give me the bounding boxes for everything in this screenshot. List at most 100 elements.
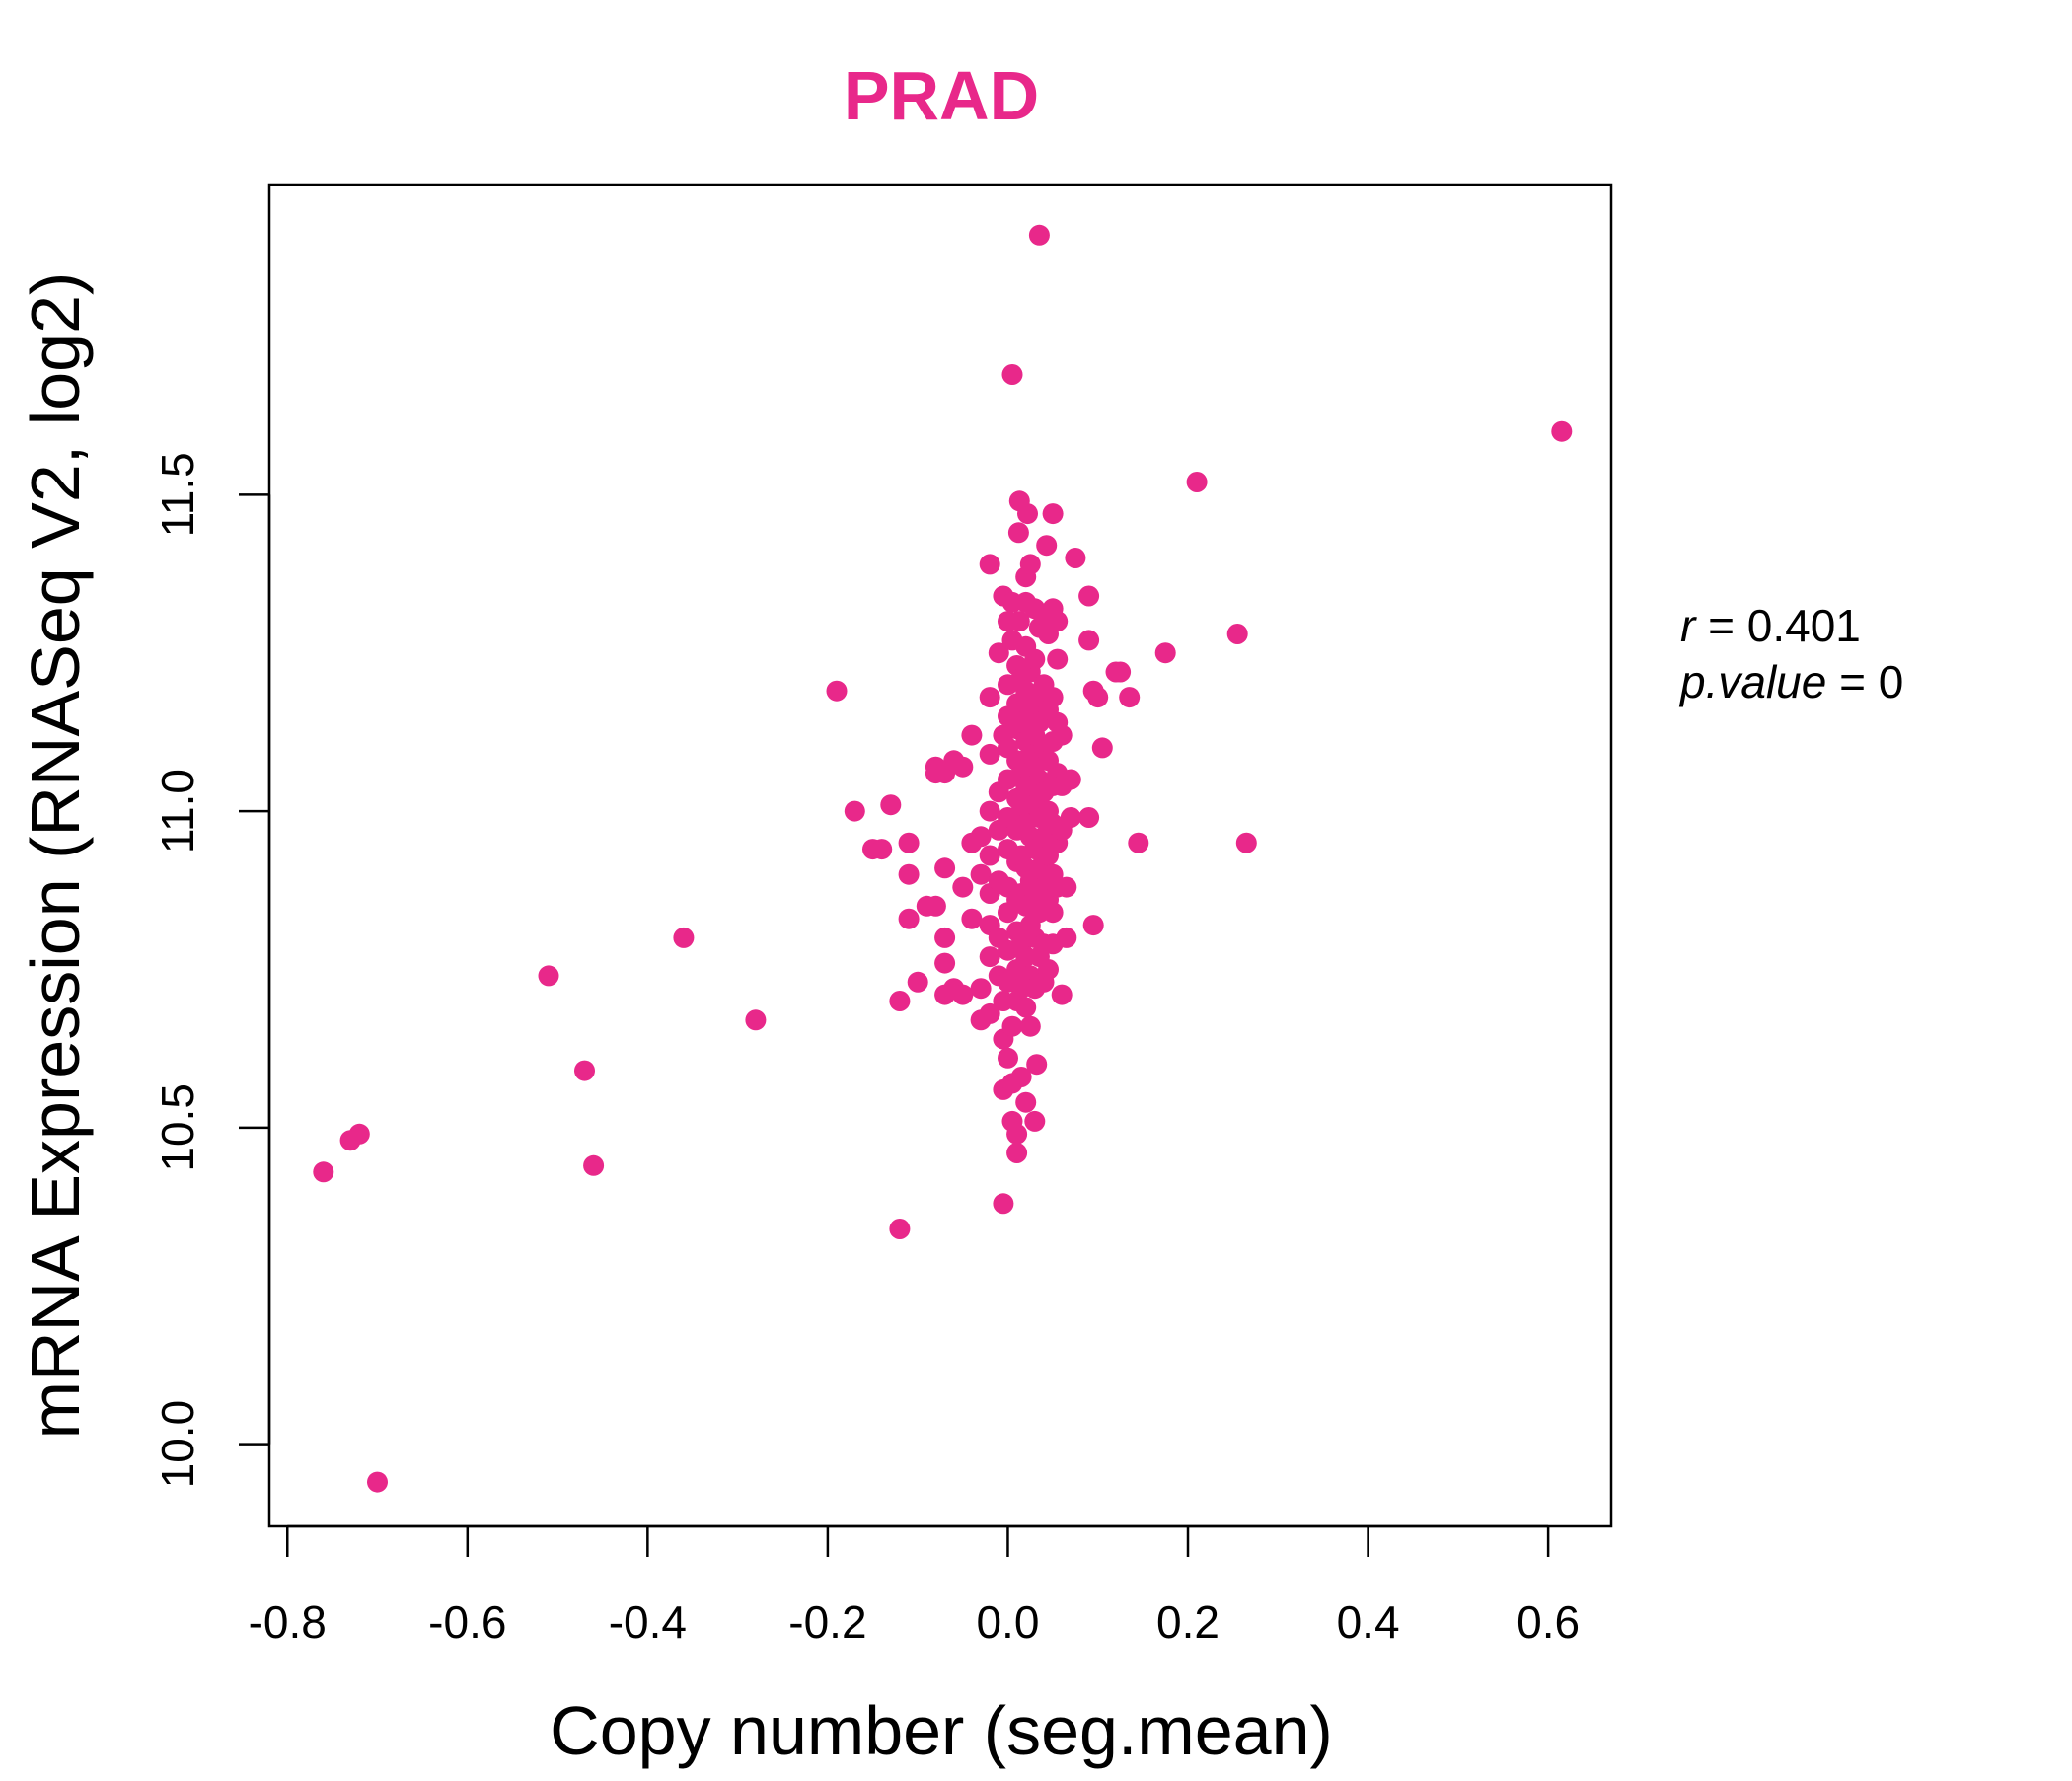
data-point <box>1186 472 1208 492</box>
data-point <box>952 756 974 778</box>
x-tick-label: 0.4 <box>1337 1596 1400 1648</box>
x-tick-label: 0.6 <box>1517 1596 1580 1648</box>
y-tick-label: 11.5 <box>152 452 203 537</box>
data-point <box>1128 832 1149 853</box>
y-tick-label: 10.5 <box>152 1083 203 1172</box>
data-point <box>1047 648 1069 670</box>
y-axis: 10.0 10.5 11.0 11.5 <box>152 452 271 1489</box>
data-point <box>934 857 956 879</box>
data-point <box>898 832 920 853</box>
data-point <box>998 1047 1018 1069</box>
data-point <box>952 876 974 898</box>
data-point <box>1154 642 1176 664</box>
data-point <box>970 826 992 848</box>
data-point <box>889 1219 911 1239</box>
y-tick-label: 11.0 <box>152 769 203 853</box>
data-point <box>673 927 695 948</box>
data-point <box>1060 769 1081 790</box>
data-point <box>871 839 893 860</box>
data-point <box>1551 420 1573 442</box>
data-point <box>1087 687 1109 708</box>
data-point <box>574 1060 595 1081</box>
data-point <box>1028 224 1050 246</box>
data-point <box>1007 522 1029 544</box>
x-tick-label: -0.2 <box>788 1596 866 1648</box>
data-point <box>898 908 920 929</box>
y-tick-label: 10.0 <box>152 1400 203 1489</box>
chart-title: PRAD <box>844 57 1039 134</box>
data-point <box>1042 503 1064 525</box>
data-point <box>538 965 559 987</box>
data-point <box>1119 687 1141 708</box>
data-point <box>1010 1067 1032 1087</box>
x-tick-label: -0.8 <box>249 1596 327 1648</box>
data-point <box>826 680 848 702</box>
data-point <box>1078 585 1100 607</box>
data-point <box>1078 807 1100 828</box>
data-point <box>952 984 974 1005</box>
x-tick-label: -0.6 <box>428 1596 506 1648</box>
data-point <box>1017 503 1038 525</box>
data-point <box>583 1154 605 1176</box>
data-point <box>979 687 1000 708</box>
data-point <box>1019 554 1041 575</box>
correlation-value: 0.401 <box>1747 600 1861 651</box>
data-point <box>961 908 983 929</box>
p-value-stat: p.value = 0 <box>1678 656 1903 707</box>
data-point <box>1065 548 1086 568</box>
data-point <box>979 946 1000 968</box>
x-axis: -0.8 -0.6 -0.4 -0.2 0.0 0.2 0.4 0.6 <box>249 1524 1580 1648</box>
data-point <box>979 800 1000 822</box>
data-point <box>1051 984 1073 1005</box>
data-point <box>1015 1091 1037 1113</box>
data-point <box>1019 1015 1041 1037</box>
data-point <box>313 1161 334 1183</box>
data-point <box>1024 648 1046 670</box>
data-point <box>1036 535 1058 557</box>
data-point <box>979 845 1000 866</box>
x-axis-label: Copy number (seg.mean) <box>550 1692 1333 1769</box>
x-tick-label: 0.0 <box>976 1596 1039 1648</box>
data-point <box>1015 997 1037 1018</box>
data-point <box>907 971 928 993</box>
plot-frame <box>267 183 1613 1528</box>
data-point <box>1047 611 1069 632</box>
data-point <box>1110 661 1132 683</box>
y-axis-label: mRNA Expression (RNASeq V2, log2) <box>17 272 94 1440</box>
data-point <box>979 743 1000 765</box>
data-point <box>1038 959 1059 980</box>
p-value: 0 <box>1879 656 1904 707</box>
data-point <box>1056 876 1077 898</box>
data-point <box>1078 630 1100 651</box>
data-point <box>1042 902 1064 924</box>
data-point <box>745 1009 767 1031</box>
data-point <box>348 1123 370 1145</box>
data-point <box>1006 1123 1028 1145</box>
data-point <box>1056 927 1077 948</box>
correlation-stat: r = 0.401 <box>1680 600 1861 651</box>
data-point <box>1091 737 1113 759</box>
data-point <box>961 724 983 746</box>
data-point <box>1226 624 1248 644</box>
data-point <box>880 794 902 816</box>
data-point <box>1042 687 1064 708</box>
data-point <box>1008 611 1030 632</box>
data-point <box>934 927 956 948</box>
data-points <box>313 224 1573 1493</box>
data-point <box>988 642 1009 664</box>
data-point <box>993 1193 1014 1215</box>
data-point <box>1001 364 1023 385</box>
data-point <box>898 863 920 885</box>
data-point <box>1006 1143 1028 1163</box>
data-point <box>1024 1110 1046 1132</box>
data-point <box>979 1002 1000 1024</box>
data-point <box>970 863 992 885</box>
data-point <box>1001 1015 1023 1037</box>
data-point <box>934 952 956 974</box>
data-point <box>844 800 865 822</box>
x-tick-label: 0.2 <box>1156 1596 1220 1648</box>
data-point <box>925 895 946 917</box>
data-point <box>1082 915 1104 936</box>
